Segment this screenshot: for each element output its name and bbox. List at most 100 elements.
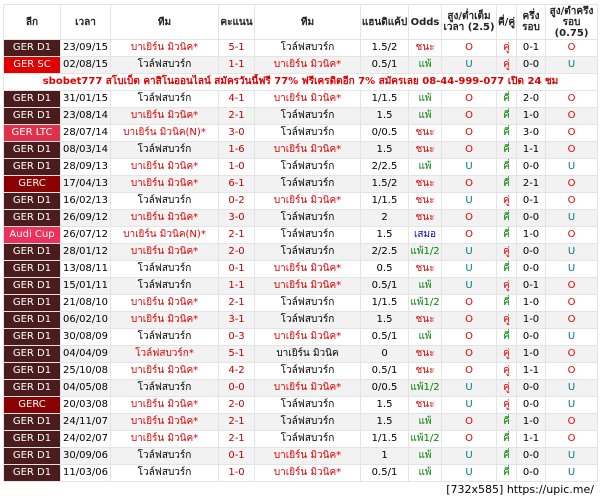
cell: O	[545, 362, 598, 380]
match-row: GER D1 24/11/07 บาเยิร์น มิวนิค* 2-1 โวล์ฟสบ…	[3, 413, 598, 431]
score: 2-1	[218, 413, 255, 431]
banner-row: sbobet777 สโบเบ็ต คาสิโนออนไลน์ สมัครวัน…	[3, 73, 598, 91]
cell: O	[441, 209, 497, 227]
cell: 1.5/2	[360, 39, 409, 57]
match-row: GER D1 15/01/11 โวล์ฟสบวร์ก 1-1 บาเยิร์น มิว…	[3, 277, 598, 295]
team: โวล์ฟสบวร์ก	[110, 56, 219, 74]
score: 5-1	[218, 39, 255, 57]
cell: 30/08/09	[60, 328, 111, 346]
cell: 1-1	[516, 430, 546, 448]
cell: 0.5/1	[360, 362, 409, 380]
team: บาเยิร์น มิวนิค*	[254, 192, 361, 210]
cell: U	[545, 158, 598, 176]
team: บาเยิร์น มิวนิค*	[110, 39, 219, 57]
score: 1-1	[218, 56, 255, 74]
cell: O	[441, 90, 497, 108]
cell: U	[545, 260, 598, 278]
cell: ชนะ	[408, 192, 442, 210]
cell: 2/2.5	[360, 243, 409, 261]
cell: 1.5	[360, 107, 409, 125]
cell: ชนะ	[408, 39, 442, 57]
match-row: GER D1 21/08/10 บาเยิร์น มิวนิค* 2-1 โวล์ฟสบ…	[3, 294, 598, 312]
league: GERC	[3, 396, 61, 414]
cell: คี่	[496, 141, 517, 159]
team: บาเยิร์น มิวนิค*	[110, 243, 219, 261]
cell: 0-0	[516, 56, 546, 74]
match-row: GER D1 11/03/06 โวล์ฟสบวร์ก 1-0 บาเยิร์น มิว…	[3, 464, 598, 482]
league: GER D1	[3, 209, 61, 227]
cell: 0.5/1	[360, 464, 409, 482]
cell: คู่	[496, 345, 517, 363]
cell: คี่	[496, 107, 517, 125]
cell: คี่	[496, 413, 517, 431]
cell: คี่	[496, 294, 517, 312]
cell: O	[441, 311, 497, 329]
league: GER D1	[3, 345, 61, 363]
column-header: คะแนน	[218, 4, 255, 40]
team: บาเยิร์น มิวนิค*	[110, 413, 219, 431]
cell: 24/11/07	[60, 413, 111, 431]
score: 3-0	[218, 124, 255, 142]
team: บาเยิร์น มิวนิค*	[110, 430, 219, 448]
cell: U	[441, 260, 497, 278]
cell: 1.5	[360, 141, 409, 159]
cell: O	[441, 345, 497, 363]
cell: 0.5/1	[360, 56, 409, 74]
team: บาเยิร์น มิวนิค*	[110, 311, 219, 329]
match-row: GER D1 08/03/14 โวล์ฟสบวร์ก 1-6 บาเยิร์น มิว…	[3, 141, 598, 159]
team: โวล์ฟสบวร์ก	[254, 362, 361, 380]
cell: U	[545, 243, 598, 261]
league: GER D1	[3, 311, 61, 329]
cell: ชนะ	[408, 209, 442, 227]
cell: U	[441, 192, 497, 210]
cell: คู่	[496, 192, 517, 210]
cell: ชนะ	[408, 345, 442, 363]
cell: O	[545, 345, 598, 363]
match-row: GER D1 26/09/12 บาเยิร์น มิวนิค* 3-0 โวล์ฟสบ…	[3, 209, 598, 227]
team: โวล์ฟสบวร์ก	[110, 464, 219, 482]
cell: 13/08/11	[60, 260, 111, 278]
match-row: GER D1 28/09/13 บาเยิร์น มิวนิค* 1-0 โวล์ฟสบ…	[3, 158, 598, 176]
cell: 0-0	[516, 396, 546, 414]
score: 4-1	[218, 90, 255, 108]
team: บาเยิร์น มิวนิค*	[254, 90, 361, 108]
match-row: GER D1 30/08/09 โวล์ฟสบวร์ก 0-3 บาเยิร์น มิว…	[3, 328, 598, 346]
header-row: ลีก เวลา ทีม คะแนน ทีม แฮนดิแค้ป Odds สูง/ต่ำเต…	[3, 4, 598, 40]
cell: 0-0	[516, 243, 546, 261]
cell: แพ้	[408, 277, 442, 295]
cell: 0.5	[360, 260, 409, 278]
team: บาเยิร์น มิวนิค*	[110, 362, 219, 380]
column-header: ลีก	[3, 4, 61, 40]
team: บาเยิร์น มิวนิค*	[110, 294, 219, 312]
league: GER D1	[3, 328, 61, 346]
cell: แพ้	[408, 90, 442, 108]
cell: O	[545, 124, 598, 142]
cell: O	[545, 311, 598, 329]
score: 0-1	[218, 447, 255, 465]
cell: แพ้	[408, 413, 442, 431]
cell: ชนะ	[408, 260, 442, 278]
cell: 3-0	[516, 124, 546, 142]
league: GER D1	[3, 362, 61, 380]
cell: O	[545, 141, 598, 159]
cell: O	[545, 226, 598, 244]
cell: U	[441, 379, 497, 397]
match-row: GER D1 16/02/13 โวล์ฟสบวร์ก 0-2 บาเยิร์น มิว…	[3, 192, 598, 210]
cell: 1-0	[516, 226, 546, 244]
cell: แพ้1/2	[408, 243, 442, 261]
team: บาเยิร์น มิวนิค*	[254, 277, 361, 295]
league: GER D1	[3, 260, 61, 278]
league: GER D1	[3, 277, 61, 295]
score: 1-1	[218, 277, 255, 295]
cell: คู่	[496, 39, 517, 57]
cell: 1-0	[516, 107, 546, 125]
team: บาเยิร์น มิวนิค*	[254, 260, 361, 278]
cell: U	[441, 447, 497, 465]
cell: O	[545, 90, 598, 108]
cell: 2-1	[516, 175, 546, 193]
match-row: GER D1 04/04/09 โวล์ฟสบวร์ก* 5-1 บาเยิร์น มิ…	[3, 345, 598, 363]
cell: O	[545, 39, 598, 57]
cell: 28/09/13	[60, 158, 111, 176]
cell: 28/07/14	[60, 124, 111, 142]
